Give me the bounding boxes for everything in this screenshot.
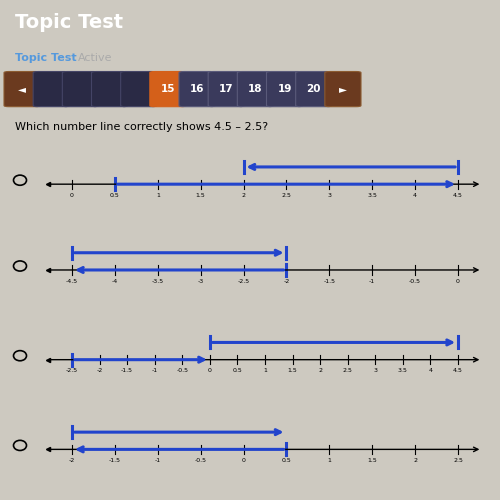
FancyBboxPatch shape — [179, 72, 215, 106]
FancyBboxPatch shape — [266, 72, 302, 106]
Text: 19: 19 — [278, 84, 292, 94]
FancyBboxPatch shape — [92, 72, 128, 106]
FancyBboxPatch shape — [238, 72, 274, 106]
FancyBboxPatch shape — [120, 72, 157, 106]
Text: 15: 15 — [160, 84, 175, 94]
Text: ◄: ◄ — [18, 84, 26, 94]
Text: Topic Test: Topic Test — [15, 53, 76, 63]
Text: 20: 20 — [306, 84, 321, 94]
Text: 16: 16 — [190, 84, 204, 94]
Text: Active: Active — [78, 53, 112, 63]
Text: ►: ► — [339, 84, 347, 94]
Text: Topic Test: Topic Test — [15, 13, 123, 32]
Text: 17: 17 — [219, 84, 234, 94]
FancyBboxPatch shape — [62, 72, 98, 106]
FancyBboxPatch shape — [4, 72, 40, 106]
FancyBboxPatch shape — [325, 72, 361, 106]
FancyBboxPatch shape — [296, 72, 332, 106]
Text: 18: 18 — [248, 84, 262, 94]
Text: Which number line correctly shows 4.5 – 2.5?: Which number line correctly shows 4.5 – … — [15, 122, 268, 132]
FancyBboxPatch shape — [33, 72, 70, 106]
FancyBboxPatch shape — [150, 72, 186, 106]
FancyBboxPatch shape — [208, 72, 244, 106]
